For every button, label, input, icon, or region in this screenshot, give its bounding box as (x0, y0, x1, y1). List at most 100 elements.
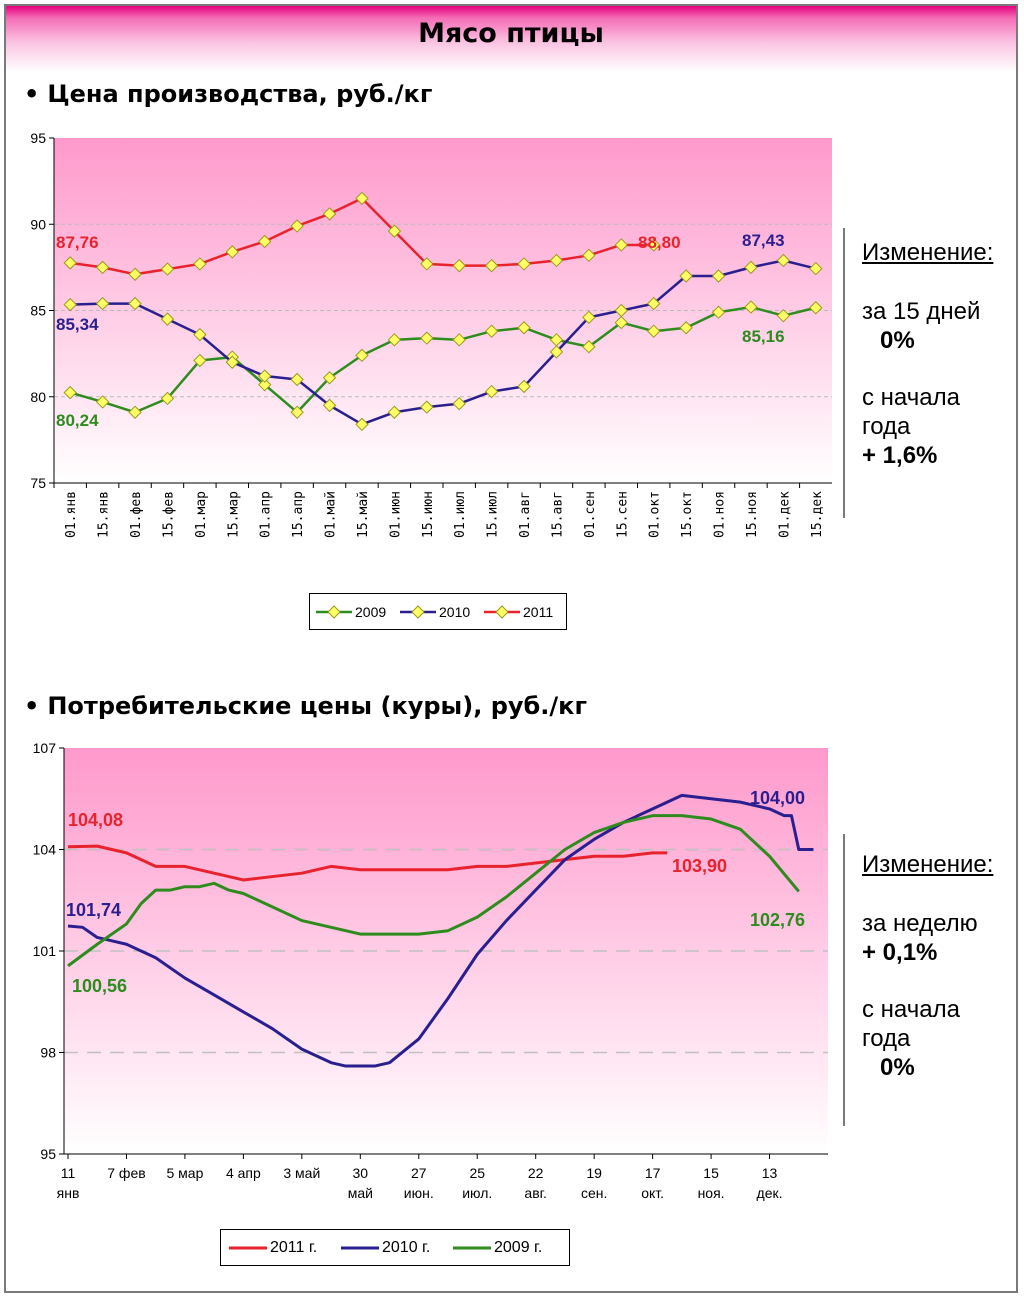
section1-title: • Цена производства, руб./кг (24, 80, 432, 108)
data-point-2011 (452, 258, 466, 273)
series-line-2009 г. (67, 814, 800, 968)
data-point-2011 (355, 191, 369, 206)
x-tick-label: 15.мар (226, 491, 241, 538)
data-point-2009 (128, 405, 142, 419)
x-tick-label: 19 (586, 1165, 602, 1181)
data-point-2010 (387, 405, 402, 419)
x-tick-label: июл. (462, 1185, 492, 1201)
x-tick-label: 5 мар (166, 1165, 203, 1181)
section1-change-header: Изменение: (862, 239, 994, 266)
data-point-2011 (160, 262, 175, 276)
data-point-2009 (679, 321, 693, 335)
page-title: Мясо птицы (418, 18, 604, 49)
data-label: 104,08 (68, 810, 123, 830)
legend-label: 2010 (439, 603, 471, 620)
x-tick-label: янв (57, 1185, 80, 1201)
x-tick-label: окт. (641, 1185, 664, 1201)
x-tick-label: 01.июл (453, 491, 468, 538)
section1-divider (843, 228, 845, 518)
x-tick-label: июн. (404, 1185, 434, 1201)
data-point-2009 (647, 324, 661, 338)
section1-title-text: Цена производства, руб./кг (47, 80, 433, 108)
data-point-2010 (322, 398, 337, 413)
data-label: 100,56 (72, 976, 127, 996)
x-tick-label: авг. (524, 1185, 547, 1201)
legend-swatch (316, 604, 352, 619)
data-point-2011 (387, 224, 402, 238)
section2-title: • Потребительские цены (куры), руб./кг (24, 692, 587, 720)
x-tick-label: 7 фев (107, 1165, 145, 1181)
data-point-2009 (809, 301, 823, 315)
section2-divider (843, 834, 845, 1126)
data-label: 85,34 (56, 315, 99, 334)
data-point-2009 (452, 333, 466, 347)
data-point-2011 (258, 234, 272, 249)
data-point-2010 (744, 260, 758, 275)
data-point-2009 (258, 377, 272, 392)
x-tick-label: 15.окт (680, 491, 695, 538)
chart1-legend: 2009 2010 2011 (309, 593, 567, 630)
x-tick-label: 15 (703, 1165, 719, 1181)
data-point-2009 (160, 391, 175, 406)
x-tick-label: ноя. (698, 1185, 725, 1201)
y-tick-label: 75 (30, 475, 46, 491)
data-point-2010 (614, 303, 628, 318)
data-point-2009 (582, 340, 596, 354)
section2-change-panel: Изменение: за неделю + 0,1% с начала год… (862, 850, 993, 1082)
data-point-2011 (128, 267, 142, 281)
data-point-2009 (387, 333, 402, 347)
data-point-2010 (711, 269, 726, 283)
legend-swatch (341, 1246, 379, 1249)
data-point-2010 (290, 372, 304, 387)
x-tick-label: 15.апр (291, 491, 306, 538)
data-point-2009 (290, 405, 304, 419)
y-tick-label: 101 (33, 943, 57, 959)
y-tick-label: 95 (30, 130, 46, 146)
x-tick-label: 30 (353, 1165, 369, 1181)
y-tick-label: 80 (30, 389, 46, 405)
data-point-2009 (614, 315, 628, 330)
y-tick-label: 104 (33, 842, 57, 858)
data-label: 87,76 (56, 233, 99, 252)
data-point-2011 (614, 238, 628, 252)
data-point-2009 (193, 353, 207, 368)
section1-period1-value: 0% (880, 327, 915, 354)
consumer-price-chart: 95 98 101 104 107 11 янв 7 фев 5 мар 4 апр 3 май 30… (33, 740, 828, 1201)
data-point-2009 (517, 321, 531, 335)
data-point-2009 (95, 395, 110, 409)
data-point-2009 (711, 305, 726, 319)
infographic-frame: Мясо птицы • Цена производства, руб./кг 7… (4, 4, 1018, 1293)
data-point-2010 (582, 310, 596, 325)
x-tick-label: дек. (757, 1185, 783, 1201)
data-label: 103,90 (672, 856, 727, 876)
section1-period2-value: + 1,6% (862, 442, 938, 469)
data-point-2009 (322, 371, 337, 385)
data-point-2011 (290, 219, 304, 233)
data-point-2010 (128, 296, 142, 311)
legend-item-2009: 2009 (316, 594, 386, 629)
x-tick-label: сен. (581, 1185, 607, 1201)
section1-period2-label-line1: с начала (862, 384, 960, 411)
section1-change-panel: Изменение: за 15 дней 0% с начала года +… (862, 238, 993, 470)
bullet: • (24, 80, 40, 108)
data-point-2009 (744, 300, 758, 314)
data-point-2011 (95, 260, 110, 275)
bullet: • (24, 692, 40, 720)
data-point-2011 (63, 256, 77, 270)
x-tick-label: 11 (61, 1165, 76, 1181)
data-point-2010 (776, 253, 791, 268)
data-point-2011 (549, 253, 564, 268)
x-tick-label: 01.апр (259, 491, 274, 538)
data-point-2011 (484, 258, 499, 273)
data-point-2011 (322, 207, 337, 221)
x-tick-label: 15.фев (161, 491, 176, 538)
production-price-chart: 75 80 85 90 95 01.янв 15.янв 01.фев 15.фев 01.мар… (30, 130, 832, 538)
x-tick-label: 01.июн (388, 491, 403, 538)
legend-item-2011: 2011 (484, 594, 553, 629)
x-tick-label: 15.июн (421, 491, 436, 538)
data-point-2011 (420, 257, 434, 271)
data-point-2011 (647, 238, 661, 252)
data-label: 80,24 (56, 411, 99, 430)
legend-label: 2010 г. (382, 1238, 431, 1256)
data-point-2010 (484, 384, 499, 399)
